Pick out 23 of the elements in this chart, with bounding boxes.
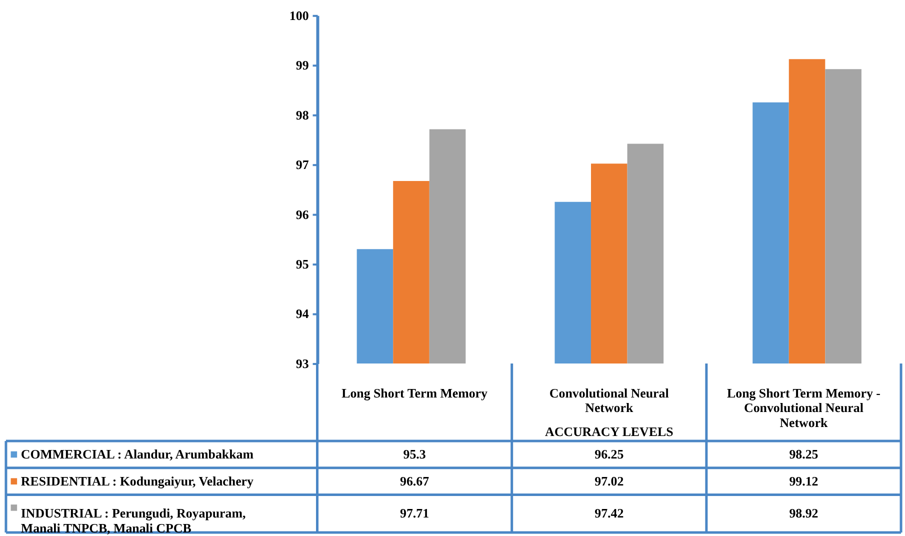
data-label: 98.92 <box>789 506 818 521</box>
x-axis-title: ACCURACY LEVELS <box>545 424 674 440</box>
legend-label: RESIDENTIAL : Kodungaiyur, Velachery <box>20 473 254 488</box>
y-tick-label: 97 <box>296 157 310 172</box>
y-tick-label: 93 <box>296 356 310 371</box>
data-label: 96.67 <box>400 473 430 488</box>
y-tick-label: 99 <box>296 58 309 73</box>
y-tick-label: 95 <box>296 256 309 272</box>
y-tick-label: 100 <box>289 8 309 23</box>
x-tick-label: Long Short Term Memory <box>342 385 488 400</box>
y-tick-label: 94 <box>296 306 310 322</box>
x-tick-label: Long Short Term Memory - Convolutional Neural Network <box>727 385 880 430</box>
data-label: 95.3 <box>403 446 426 462</box>
y-tick-label: 96 <box>296 206 310 222</box>
data-label: 97.02 <box>594 473 624 488</box>
data-label: 96.25 <box>594 446 624 462</box>
data-label: 98.25 <box>789 446 818 462</box>
data-label: 97.42 <box>594 506 624 521</box>
data-label: 97.71 <box>400 506 430 521</box>
legend-label: COMMERCIAL : Alandur, Arumbakkam <box>20 446 254 462</box>
data-label: 99.12 <box>789 473 818 488</box>
y-tick-label: 98 <box>296 107 310 122</box>
x-tick-label: Convolutional Neural Network <box>549 385 670 416</box>
